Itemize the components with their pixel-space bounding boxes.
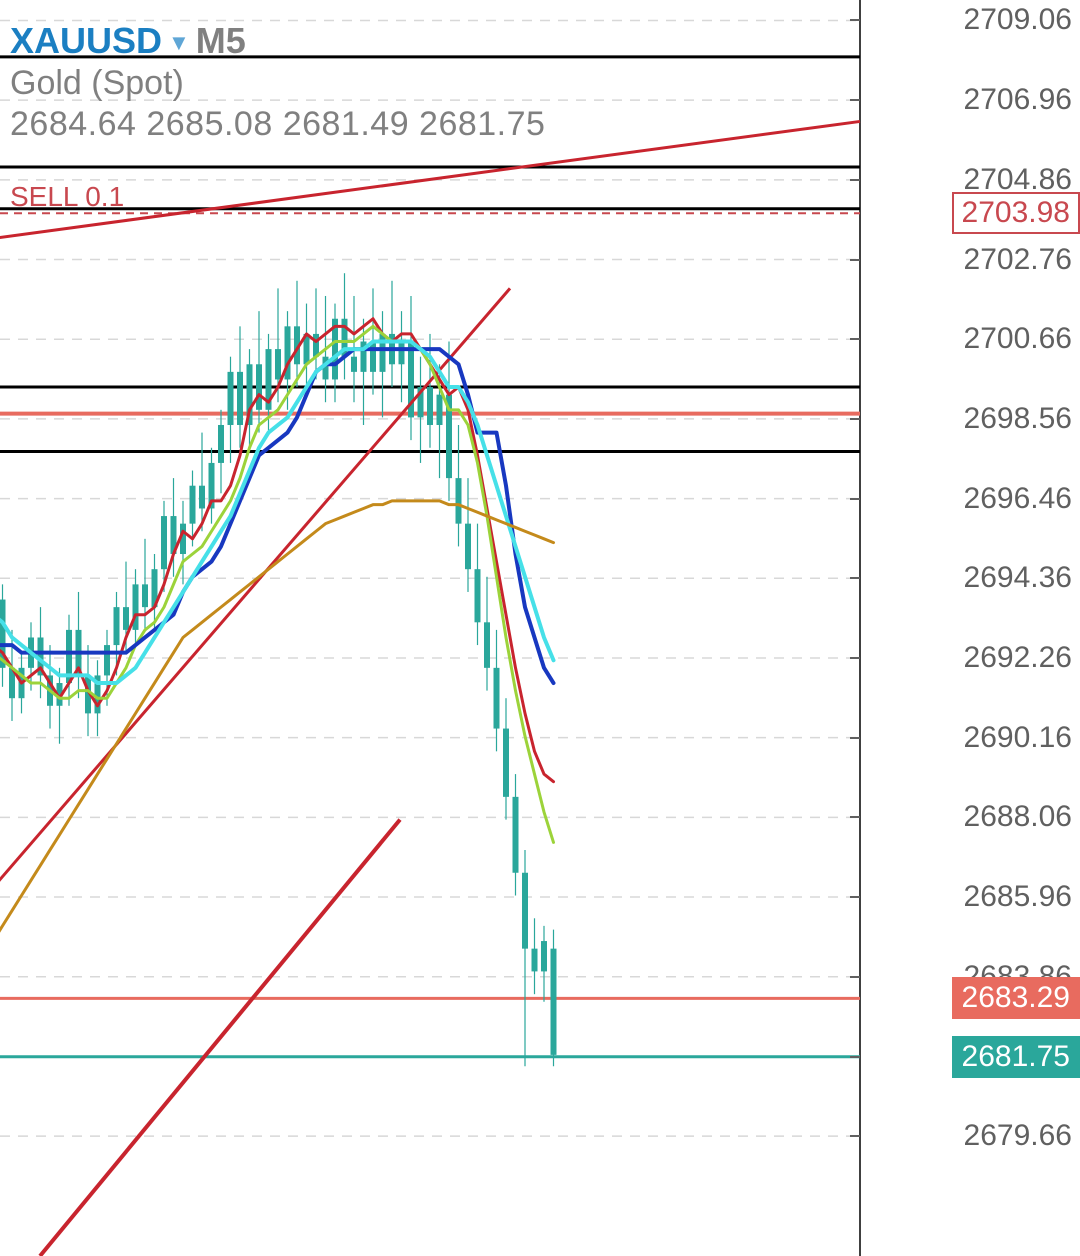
symbol-text[interactable]: XAUUSD bbox=[10, 20, 162, 61]
y-tick-label: 2694.36 bbox=[964, 561, 1072, 595]
y-tick-label: 2700.66 bbox=[964, 322, 1072, 356]
y-tick-mark bbox=[850, 976, 860, 978]
y-tick-mark bbox=[850, 418, 860, 420]
candle bbox=[456, 478, 462, 524]
order-label[interactable]: SELL 0.1 bbox=[10, 181, 124, 213]
price-marker[interactable]: 2683.29 bbox=[952, 977, 1080, 1019]
candle bbox=[484, 622, 490, 668]
candle bbox=[104, 645, 110, 675]
candle bbox=[532, 949, 538, 972]
candle bbox=[465, 524, 471, 570]
candle bbox=[522, 873, 528, 949]
y-axis: 2709.062706.962704.862702.762700.662698.… bbox=[860, 0, 1080, 1256]
candle bbox=[370, 342, 376, 372]
ohlc-readout: 2684.64 2685.08 2681.49 2681.75 bbox=[10, 105, 545, 144]
candle bbox=[351, 357, 357, 372]
candle bbox=[275, 349, 281, 379]
y-tick-mark bbox=[850, 338, 860, 340]
candle bbox=[503, 729, 509, 797]
candle bbox=[190, 486, 196, 524]
y-tick-mark bbox=[850, 896, 860, 898]
price-marker[interactable]: 2703.98 bbox=[952, 192, 1080, 234]
y-tick-label: 2696.46 bbox=[964, 482, 1072, 516]
candle bbox=[513, 797, 519, 873]
y-tick-mark bbox=[850, 19, 860, 21]
y-tick-mark bbox=[850, 179, 860, 181]
y-tick-mark bbox=[850, 737, 860, 739]
candle bbox=[551, 949, 557, 1055]
candle bbox=[228, 372, 234, 425]
candle bbox=[114, 607, 120, 645]
candle bbox=[475, 569, 481, 622]
instrument-description: Gold (Spot) bbox=[10, 64, 545, 103]
y-tick-mark bbox=[850, 498, 860, 500]
y-tick-label: 2690.16 bbox=[964, 721, 1072, 755]
candle bbox=[218, 425, 224, 463]
price-marker[interactable]: 2681.75 bbox=[952, 1036, 1080, 1078]
timeframe-text[interactable]: M5 bbox=[196, 20, 246, 61]
y-tick-mark bbox=[850, 657, 860, 659]
candle bbox=[199, 486, 205, 509]
y-tick-label: 2709.06 bbox=[964, 3, 1072, 37]
candle bbox=[161, 516, 167, 569]
y-tick-label: 2692.26 bbox=[964, 641, 1072, 675]
y-tick-mark bbox=[850, 577, 860, 579]
dropdown-dot-icon[interactable]: ▼ bbox=[162, 30, 196, 55]
chart-root[interactable]: 2709.062706.962704.862702.762700.662698.… bbox=[0, 0, 1080, 1256]
y-tick-label: 2706.96 bbox=[964, 83, 1072, 117]
y-tick-mark bbox=[850, 1056, 860, 1058]
candle bbox=[237, 372, 243, 425]
chart-header: XAUUSD▼M5 Gold (Spot) 2684.64 2685.08 26… bbox=[10, 20, 545, 144]
y-tick-mark bbox=[850, 816, 860, 818]
symbol-line[interactable]: XAUUSD▼M5 bbox=[10, 20, 545, 62]
y-tick-mark bbox=[850, 1135, 860, 1137]
candle bbox=[123, 607, 129, 630]
y-tick-label: 2702.76 bbox=[964, 243, 1072, 277]
y-tick-label: 2688.06 bbox=[964, 800, 1072, 834]
y-tick-mark bbox=[850, 259, 860, 261]
y-tick-label: 2679.66 bbox=[964, 1119, 1072, 1153]
candle bbox=[256, 364, 262, 410]
candle bbox=[437, 395, 443, 425]
y-tick-label: 2698.56 bbox=[964, 402, 1072, 436]
candle bbox=[427, 387, 433, 425]
y-tick-label: 2685.96 bbox=[964, 880, 1072, 914]
candle bbox=[142, 584, 148, 607]
y-tick-mark bbox=[850, 99, 860, 101]
candle bbox=[494, 668, 500, 729]
candle bbox=[399, 342, 405, 365]
candle bbox=[541, 941, 547, 971]
